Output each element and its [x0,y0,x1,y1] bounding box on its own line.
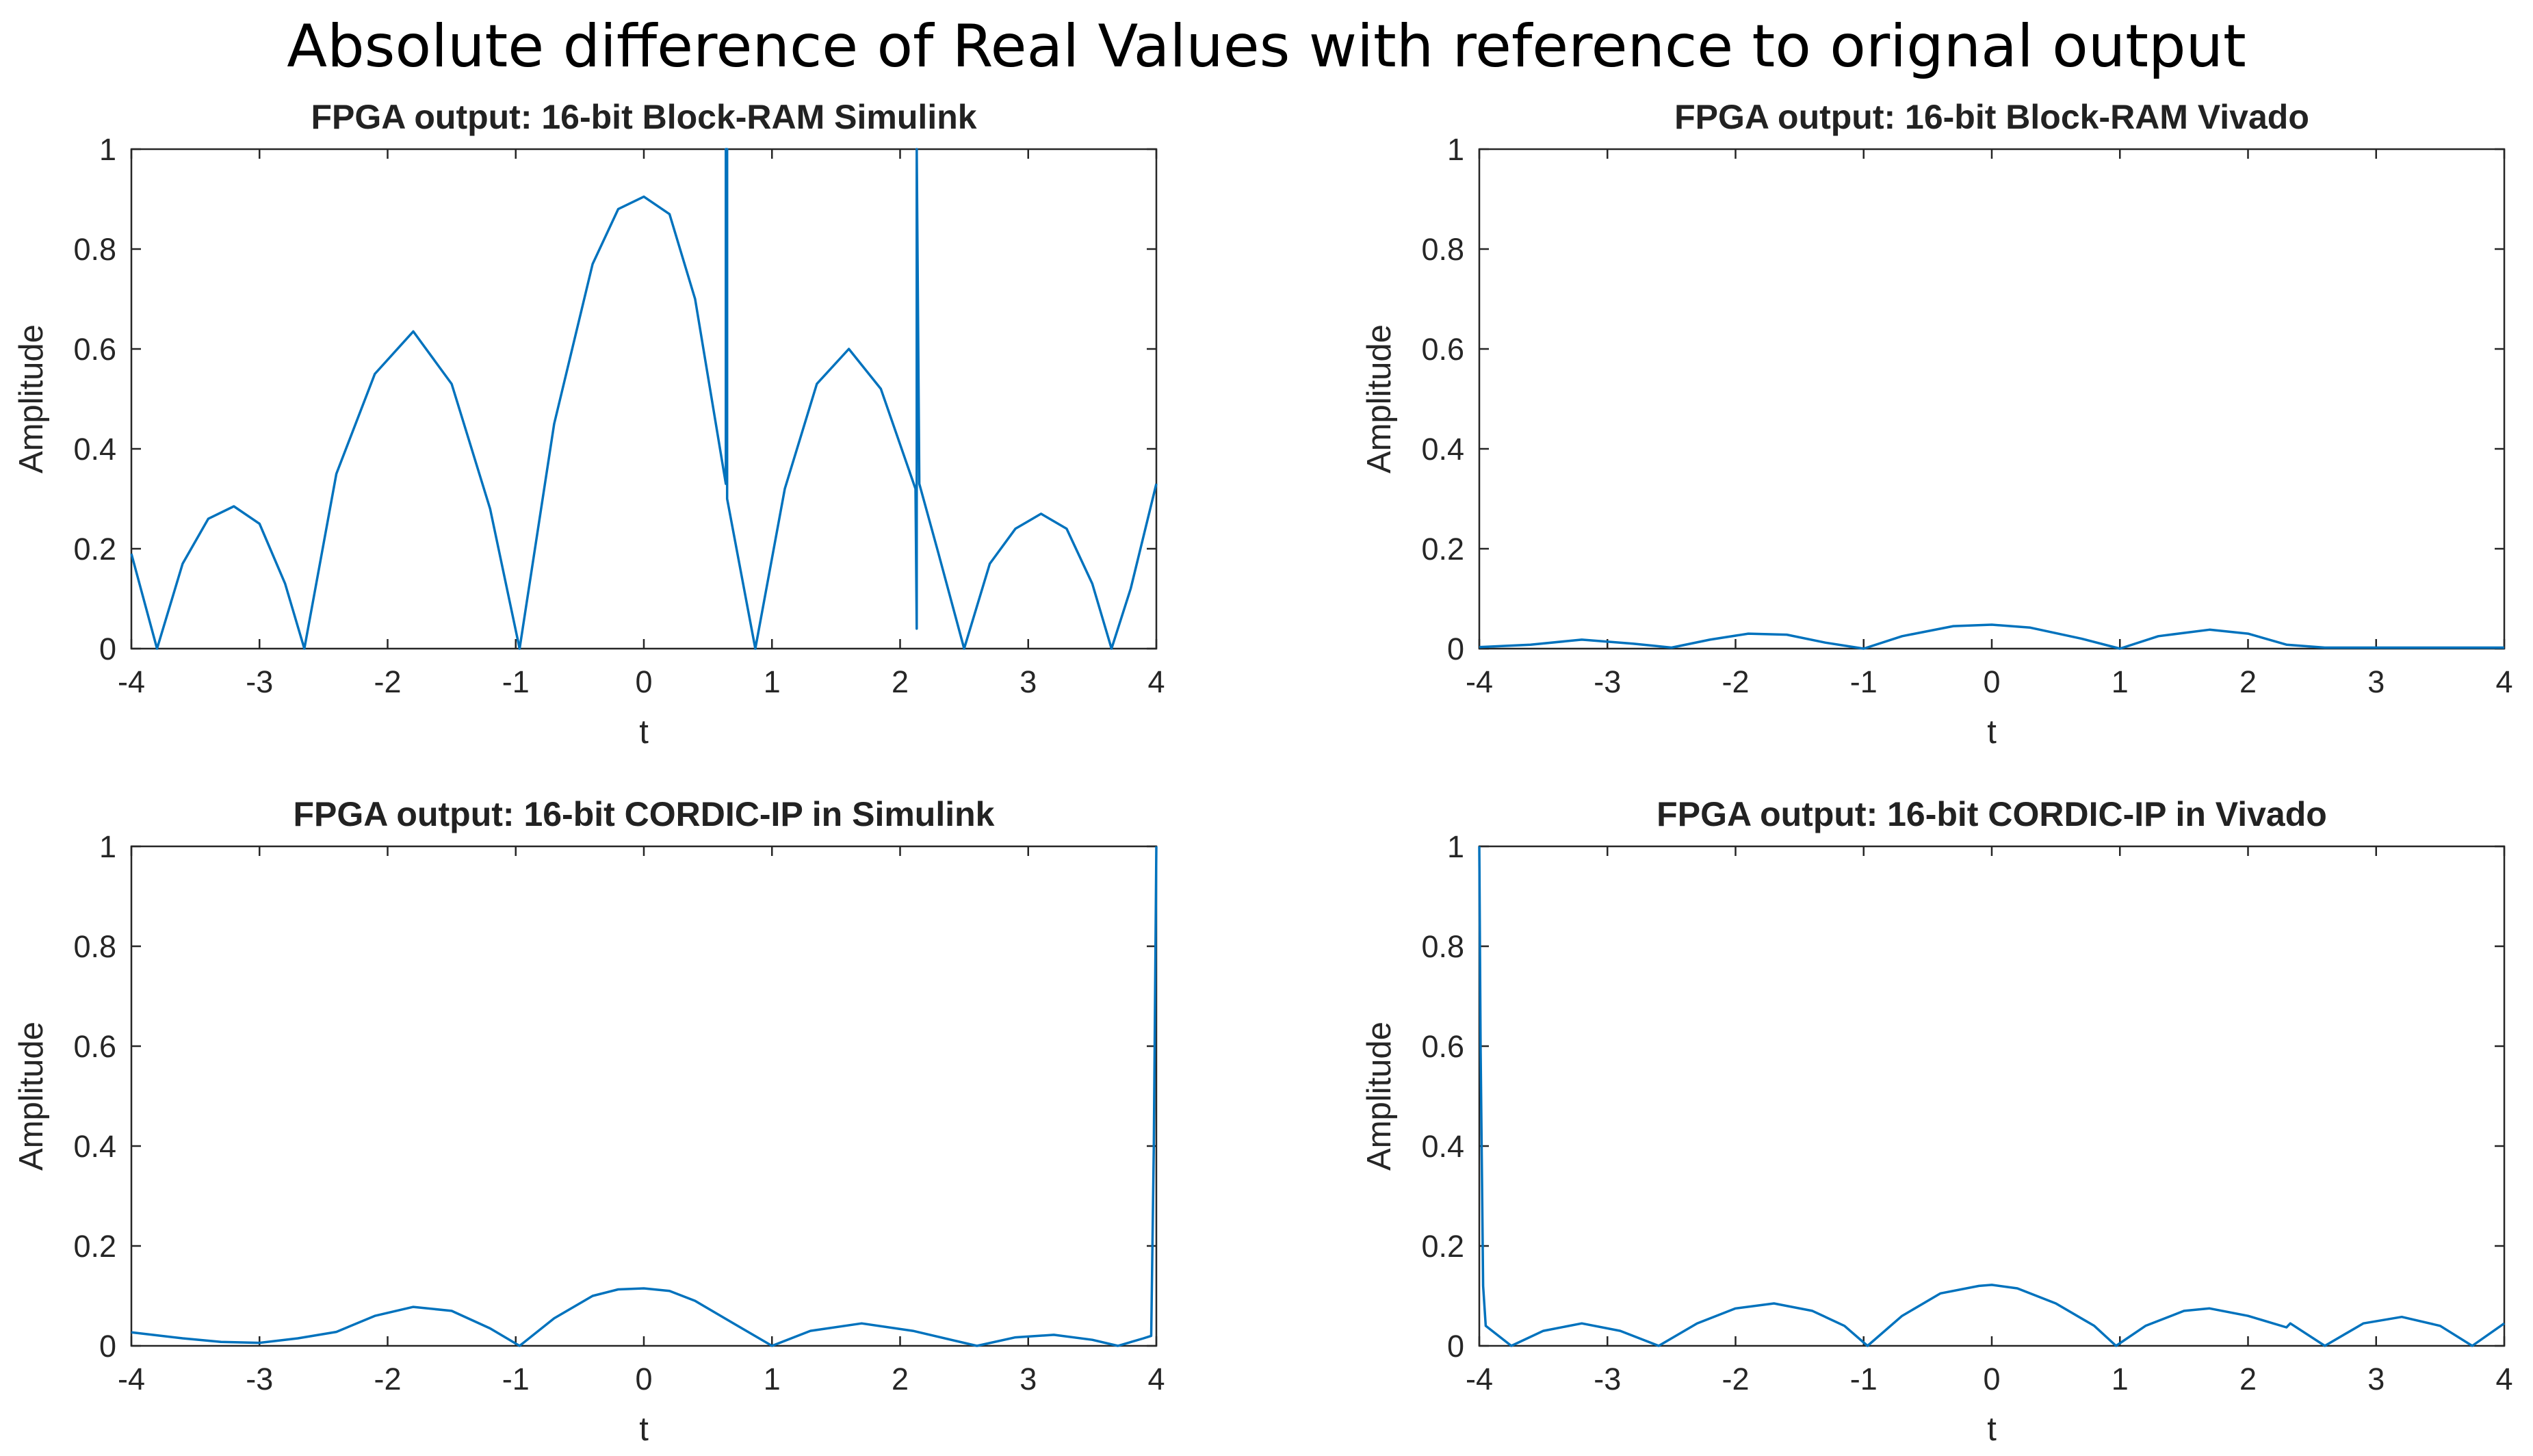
y-tick-label: 0.2 [73,532,116,567]
x-tick-label: 0 [635,664,652,699]
y-tick-label: 0.4 [73,1129,116,1164]
x-tick-label: 4 [1147,1362,1165,1396]
subplot-2: -4 -3 -2 -1 0 1 2 3 4 0 0.2 0.4 0.6 0.8 1 FPGA output: … [1361,98,2513,751]
y-tick-label: 0 [1447,632,1464,666]
x-tick-label: 1 [764,1362,781,1396]
y-tick-label: 1 [99,829,116,864]
x-axis-label: t [1987,714,1997,751]
subplot-4: -4 -3 -2 -1 0 1 2 3 4 0 0.2 0.4 0.6 0.8 1 FPGA output: … [1361,795,2513,1448]
subplot-title: FPGA output: 16-bit Block-RAM Vivado [1674,98,2309,136]
y-tick-label: 0.2 [1421,1229,1464,1264]
x-tick-label: -3 [246,664,273,699]
x-tick-label: 4 [2495,664,2512,699]
subplot-3: -4 -3 -2 -1 0 1 2 3 4 0 0.2 0.4 0.6 0.8 1 FPGA output: … [13,795,1165,1448]
x-tick-label: 1 [2112,1362,2129,1396]
x-tick-label: 0 [1983,1362,2000,1396]
subplot-title: FPGA output: 16-bit CORDIC-IP in Simulin… [294,795,995,833]
y-tick-label: 0 [99,632,116,666]
x-tick-label: -2 [1722,664,1749,699]
x-axis-label: t [639,1411,649,1448]
y-tick-label: 0.6 [1421,1029,1464,1064]
y-tick-label: 0.2 [73,1229,116,1264]
y-tick-label: 0.2 [1421,532,1464,567]
series-line [131,846,1158,1347]
axes-box [1478,845,2506,1347]
y-axis-label: Amplitude [1361,1022,1398,1171]
x-tick-label: 4 [1147,664,1165,699]
y-axis-label: Amplitude [13,1022,50,1171]
y-tick-label: 0.8 [73,929,116,964]
x-tick-label: -2 [374,664,401,699]
x-tick-label: 0 [635,1362,652,1396]
x-tick-label: 3 [1019,1362,1037,1396]
y-tick-label: 0 [1447,1329,1464,1364]
y-tick-label: 1 [1447,132,1464,167]
y-tick-label: 0.8 [1421,232,1464,267]
x-tick-label: 2 [892,1362,909,1396]
x-tick-label: -3 [1594,664,1621,699]
x-axis-label: t [639,714,649,751]
y-tick-label: 0.4 [1421,432,1464,467]
axes-box [130,845,1158,1347]
y-tick-label: 1 [99,132,116,167]
subplot-1: -4 -3 -2 -1 0 1 2 3 4 0 0.2 0.4 0.6 0.8 1 FPGA output: … [13,98,1165,751]
x-tick-label: 2 [2239,1362,2257,1396]
x-tick-label: -4 [118,664,145,699]
x-tick-label: 4 [2495,1362,2512,1396]
x-tick-label: -3 [246,1362,273,1396]
x-tick-label: -2 [1722,1362,1749,1396]
x-tick-label: 1 [764,664,781,699]
series-line [1478,846,2506,1347]
x-tick-label: 1 [2112,664,2129,699]
subplot-title: FPGA output: 16-bit Block-RAM Simulink [311,98,976,136]
y-tick-label: 0 [99,1329,116,1364]
subplot-title: FPGA output: 16-bit CORDIC-IP in Vivado [1657,795,2327,833]
x-tick-label: -1 [502,664,530,699]
x-tick-label: 3 [1019,664,1037,699]
axes-box [130,148,1158,650]
series-line [1479,623,2504,650]
y-tick-label: 0.6 [73,1029,116,1064]
y-tick-label: 0.4 [73,432,116,467]
y-tick-label: 0.8 [1421,929,1464,964]
x-tick-label: -2 [374,1362,401,1396]
axes-box [1478,148,2506,650]
y-tick-label: 0.6 [1421,332,1464,367]
x-tick-label: -4 [118,1362,145,1396]
y-axis-label: Amplitude [13,324,50,473]
y-tick-label: 0.4 [1421,1129,1464,1164]
y-tick-label: 0.6 [73,332,116,367]
y-axis-label: Amplitude [1361,324,1398,473]
x-tick-label: 2 [2239,664,2257,699]
series-line [130,148,1158,650]
x-tick-label: -3 [1594,1362,1621,1396]
x-tick-label: 0 [1983,664,2000,699]
x-tick-label: 2 [892,664,909,699]
y-tick-label: 1 [1447,829,1464,864]
x-tick-label: 3 [2367,1362,2385,1396]
x-axis-label: t [1987,1411,1997,1448]
x-tick-label: 3 [2367,664,2385,699]
y-tick-label: 0.8 [73,232,116,267]
x-tick-label: -1 [1850,664,1878,699]
x-tick-label: -4 [1466,1362,1493,1396]
x-tick-label: -4 [1466,664,1493,699]
x-tick-label: -1 [502,1362,530,1396]
x-tick-label: -1 [1850,1362,1878,1396]
figure-title: Absolute difference of Real Values with … [287,12,2246,81]
